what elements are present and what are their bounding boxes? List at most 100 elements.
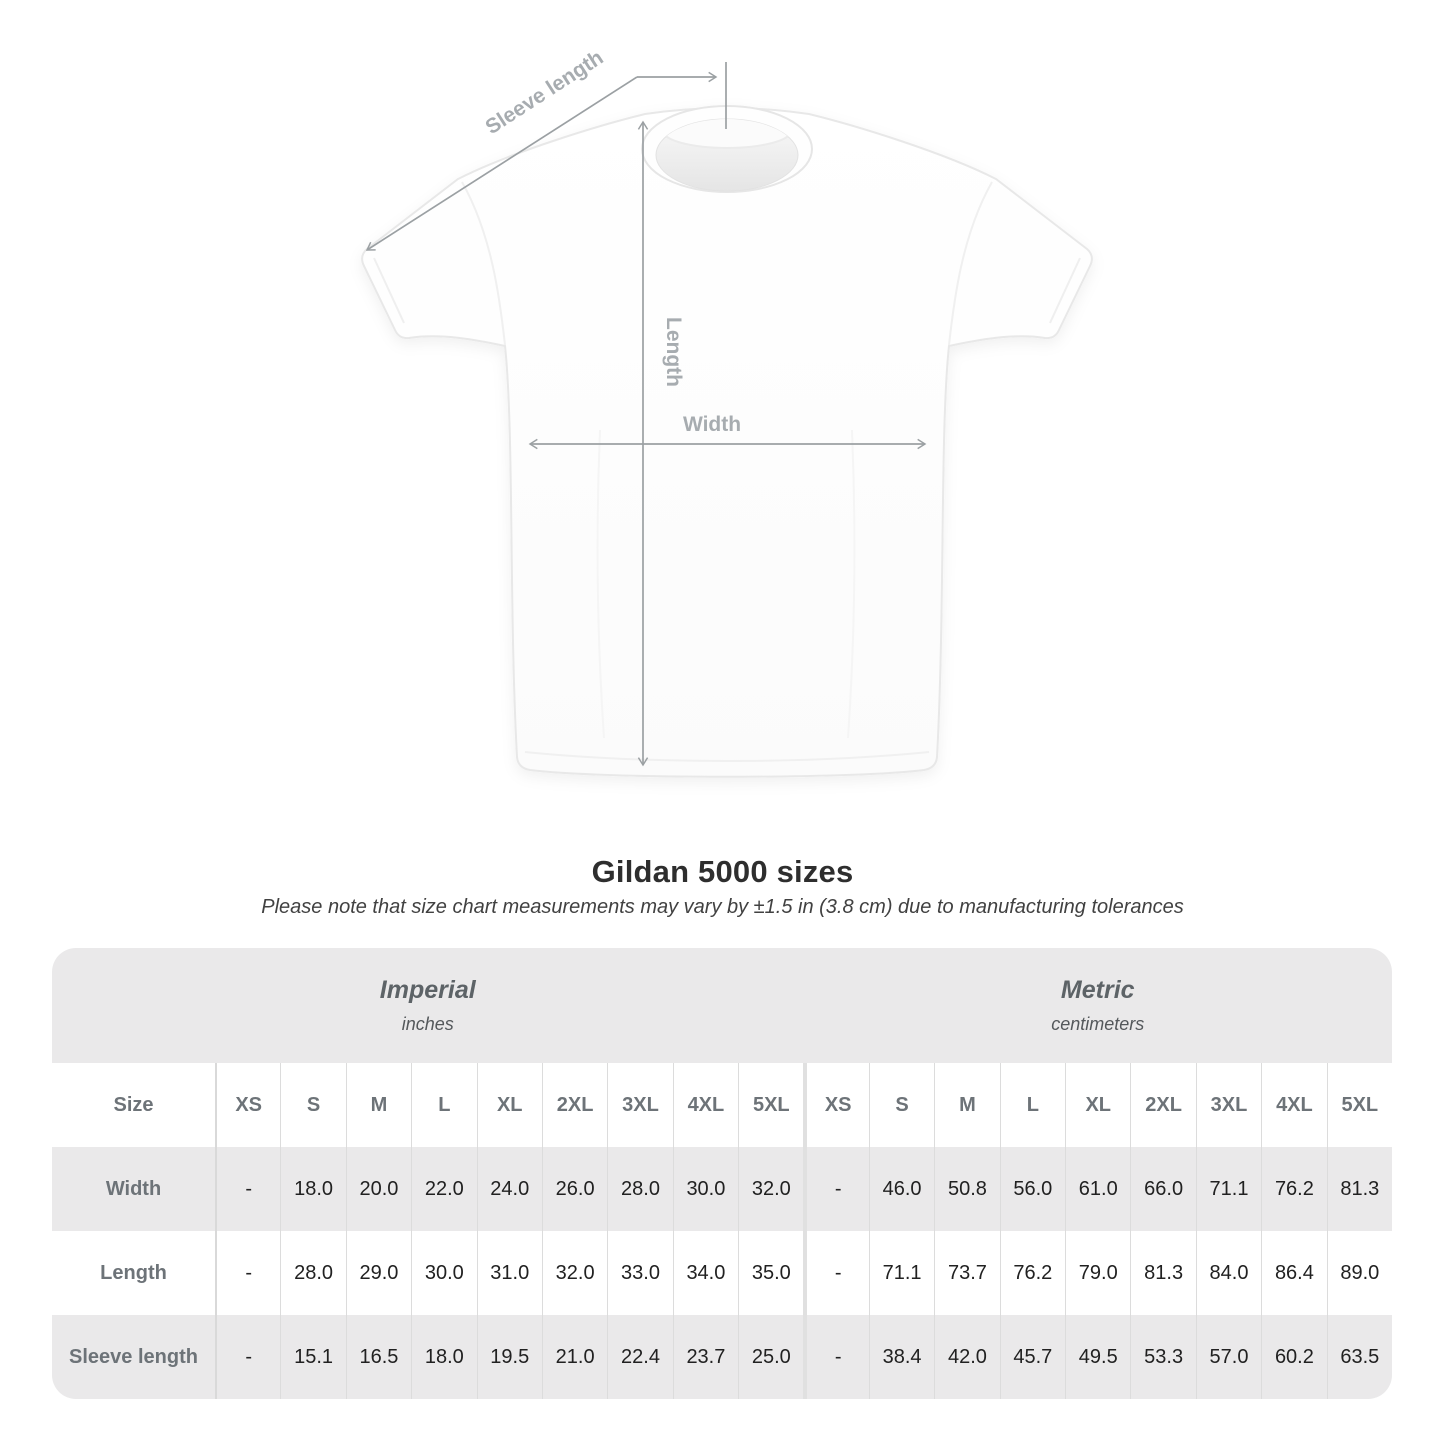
row-label: Width xyxy=(52,1147,215,1231)
wrinkle-line xyxy=(596,429,605,739)
size-cell: 4XL xyxy=(672,1063,739,1147)
value-cell: 18.0 xyxy=(280,1147,346,1231)
value-cell: 89.0 xyxy=(1326,1231,1392,1315)
size-cell: S xyxy=(868,1063,935,1147)
value-cell: 22.0 xyxy=(411,1147,477,1231)
value-cell: 15.1 xyxy=(280,1315,346,1399)
value-cell: - xyxy=(803,1147,869,1231)
size-table: Imperial inches Metric centimeters Size … xyxy=(52,948,1392,1399)
value-cell: 22.4 xyxy=(607,1315,673,1399)
value-cell: 50.8 xyxy=(934,1147,1000,1231)
value-cell: 35.0 xyxy=(738,1231,804,1315)
left-armhole-seam xyxy=(461,181,506,346)
value-cell: 30.0 xyxy=(411,1231,477,1315)
value-cell: 53.3 xyxy=(1130,1315,1196,1399)
hem-seam xyxy=(524,751,930,762)
value-cell: 71.1 xyxy=(868,1231,935,1315)
size-cell: L xyxy=(411,1063,477,1147)
value-cell: - xyxy=(215,1315,281,1399)
value-cell: 24.0 xyxy=(476,1147,542,1231)
value-cell: 30.0 xyxy=(672,1147,739,1231)
value-cell: - xyxy=(215,1231,281,1315)
right-cuff-seam xyxy=(1049,257,1081,324)
value-cell: 26.0 xyxy=(541,1147,608,1231)
value-cell: 49.5 xyxy=(1065,1315,1131,1399)
size-cell: 3XL xyxy=(607,1063,673,1147)
metric-group-header: Metric centimeters xyxy=(803,948,1392,1063)
value-cell: - xyxy=(803,1231,869,1315)
value-cell: 33.0 xyxy=(607,1231,673,1315)
size-cell: XS xyxy=(215,1063,281,1147)
size-cell: XL xyxy=(1065,1063,1131,1147)
size-cell: 5XL xyxy=(738,1063,804,1147)
value-cell: 76.2 xyxy=(999,1231,1066,1315)
tshirt-body xyxy=(361,107,1093,778)
size-cell: 2XL xyxy=(1130,1063,1196,1147)
value-cell: 28.0 xyxy=(280,1231,346,1315)
value-cell: - xyxy=(215,1147,281,1231)
left-cuff-seam xyxy=(373,257,405,324)
size-cell: 3XL xyxy=(1195,1063,1262,1147)
value-cell: 18.0 xyxy=(411,1315,477,1399)
tshirt-graphic xyxy=(361,105,1093,778)
size-cell: 2XL xyxy=(541,1063,608,1147)
value-cell: 84.0 xyxy=(1195,1231,1262,1315)
value-cell: 79.0 xyxy=(1065,1231,1131,1315)
value-cell: 86.4 xyxy=(1261,1231,1327,1315)
value-cell: 66.0 xyxy=(1130,1147,1196,1231)
tshirt-measurement-diagram: Sleeve length Length Width xyxy=(361,46,1093,778)
imperial-title: Imperial xyxy=(379,976,476,1004)
value-cell: 57.0 xyxy=(1195,1315,1262,1399)
size-cell: 5XL xyxy=(1326,1063,1392,1147)
imperial-group-header: Imperial inches xyxy=(52,948,803,1063)
sleeve-length-arrow-diagonal xyxy=(365,76,638,251)
value-cell: 45.7 xyxy=(999,1315,1066,1399)
value-cell: 73.7 xyxy=(934,1231,1000,1315)
value-cell: 21.0 xyxy=(541,1315,608,1399)
size-cell: M xyxy=(345,1063,412,1147)
value-cell: 71.1 xyxy=(1195,1147,1262,1231)
value-cell: 32.0 xyxy=(541,1231,608,1315)
value-cell: 19.5 xyxy=(476,1315,542,1399)
size-cell: M xyxy=(934,1063,1000,1147)
value-cell: 31.0 xyxy=(476,1231,542,1315)
value-cell: 25.0 xyxy=(738,1315,804,1399)
value-cell: 23.7 xyxy=(672,1315,739,1399)
value-cell: 60.2 xyxy=(1261,1315,1327,1399)
measurement-arrows xyxy=(365,62,927,767)
value-cell: 34.0 xyxy=(672,1231,739,1315)
size-grid: Size XS S M L XL 2XL 3XL 4XL 5XL XS S M … xyxy=(52,1063,1392,1399)
imperial-unit: inches xyxy=(401,1014,454,1034)
value-cell: 81.3 xyxy=(1130,1231,1196,1315)
page-title: Gildan 5000 sizes xyxy=(591,854,854,889)
width-label: Width xyxy=(683,413,741,436)
value-cell: 63.5 xyxy=(1326,1315,1392,1399)
value-cell: 32.0 xyxy=(738,1147,804,1231)
value-cell: 38.4 xyxy=(868,1315,935,1399)
row-label: Sleeve length xyxy=(52,1315,215,1399)
size-column-header: Size xyxy=(52,1063,215,1147)
value-cell: 29.0 xyxy=(345,1231,412,1315)
size-cell: 4XL xyxy=(1261,1063,1327,1147)
value-cell: 16.5 xyxy=(345,1315,412,1399)
wrinkle-line xyxy=(847,429,856,739)
sleeve-length-label: Sleeve length xyxy=(481,46,607,139)
tolerance-note: Please note that size chart measurements… xyxy=(261,896,1184,918)
size-cell: XL xyxy=(476,1063,542,1147)
value-cell: 81.3 xyxy=(1326,1147,1392,1231)
size-cell: XS xyxy=(803,1063,869,1147)
right-armhole-seam xyxy=(948,181,993,346)
value-cell: 46.0 xyxy=(868,1147,935,1231)
size-cell: L xyxy=(999,1063,1066,1147)
value-cell: - xyxy=(803,1315,869,1399)
row-label: Length xyxy=(52,1231,215,1315)
value-cell: 56.0 xyxy=(999,1147,1066,1231)
metric-unit: centimeters xyxy=(1051,1014,1145,1034)
value-cell: 42.0 xyxy=(934,1315,1000,1399)
value-cell: 61.0 xyxy=(1065,1147,1131,1231)
value-cell: 28.0 xyxy=(607,1147,673,1231)
unit-group-header: Imperial inches Metric centimeters xyxy=(52,948,1392,1063)
size-cell: S xyxy=(280,1063,346,1147)
value-cell: 76.2 xyxy=(1261,1147,1327,1231)
